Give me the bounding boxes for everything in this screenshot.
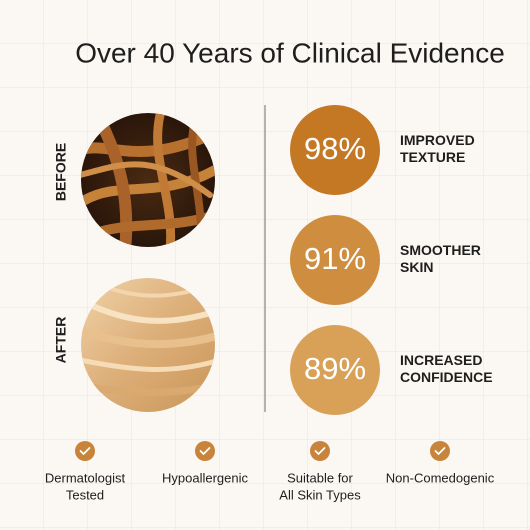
stat-label: INCREASED bbox=[400, 352, 482, 368]
before-image bbox=[81, 113, 215, 247]
stat-label: CONFIDENCE bbox=[400, 369, 493, 385]
check-icon bbox=[75, 441, 95, 461]
stat-circle bbox=[290, 325, 380, 415]
check-icon bbox=[310, 441, 330, 461]
check-icon bbox=[430, 441, 450, 461]
stat-circle bbox=[290, 105, 380, 195]
feature-label: Non-Comedogenic bbox=[386, 470, 495, 485]
feature-label: Dermatologist bbox=[45, 470, 126, 485]
stat-value: 89% bbox=[304, 351, 366, 386]
before-label: BEFORE bbox=[53, 143, 69, 201]
feature-label: Hypoallergenic bbox=[162, 470, 248, 485]
stat-circle bbox=[290, 215, 380, 305]
stat-label: TEXTURE bbox=[400, 149, 465, 165]
feature-label: Tested bbox=[66, 487, 104, 502]
stat-value: 98% bbox=[304, 131, 366, 166]
check-mark bbox=[434, 447, 446, 456]
features: Dermatologist Tested Hypoallergenic Suitabl… bbox=[45, 441, 495, 502]
stat-label: SMOOTHER bbox=[400, 242, 481, 258]
check-mark bbox=[199, 447, 211, 456]
check-mark bbox=[79, 447, 91, 456]
stat-label: IMPROVED bbox=[400, 132, 475, 148]
stat-value: 91% bbox=[304, 241, 366, 276]
feature-label: All Skin Types bbox=[279, 487, 361, 502]
title: Over 40 Years of Clinical Evidence bbox=[75, 37, 505, 68]
after-label: AFTER bbox=[53, 317, 69, 364]
stat-label: SKIN bbox=[400, 259, 433, 275]
feature-label: Suitable for bbox=[287, 470, 353, 485]
check-icon bbox=[195, 441, 215, 461]
check-mark bbox=[314, 447, 326, 456]
